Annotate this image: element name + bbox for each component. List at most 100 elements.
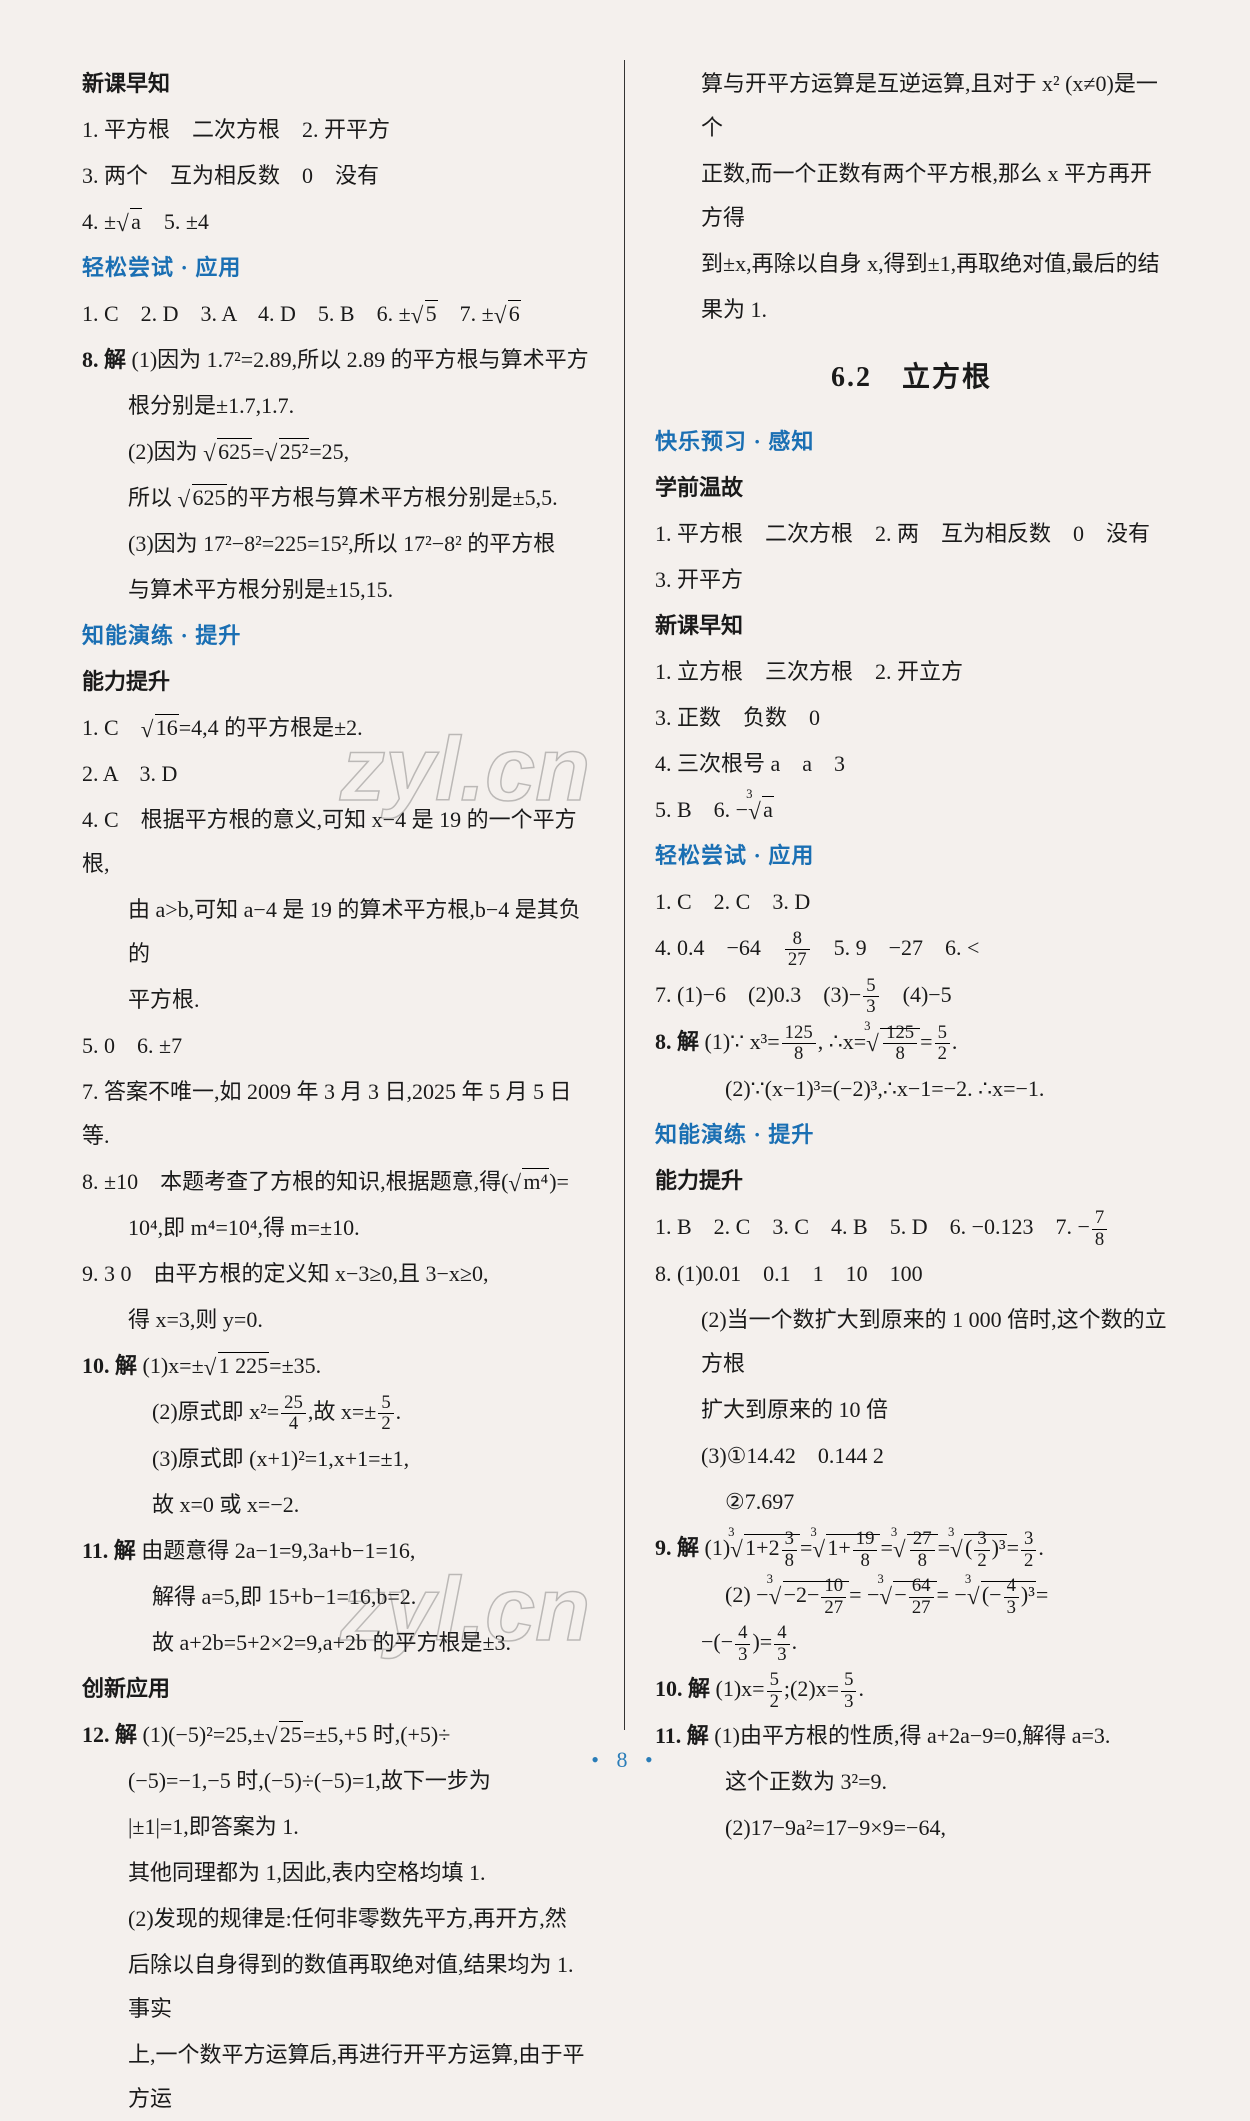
- numerator: 5: [935, 1023, 950, 1045]
- left-column: 新课早知 1. 平方根 二次方根 2. 开平方 3. 两个 互为相反数 0 没有…: [70, 60, 625, 1730]
- numerator: 5: [378, 1393, 393, 1415]
- answer-line: 4. C 根据平方根的意义,可知 x−4 是 19 的一个平方根,: [82, 798, 594, 886]
- sqrt: 1 225: [204, 1344, 270, 1388]
- answer-line: 4. 0.4 −64 827 5. 9 −27 6. <: [655, 926, 1168, 971]
- denominator: 2: [1021, 1551, 1036, 1572]
- answer-line: 1. 立方根 三次方根 2. 开立方: [655, 650, 1168, 694]
- answer-line: 5. 0 6. ±7: [82, 1024, 594, 1068]
- fraction: 43: [735, 1623, 750, 1665]
- text: 5. ±4: [142, 209, 209, 234]
- answer-line: ②7.697: [655, 1480, 1168, 1524]
- section-header: 知能演练 · 提升: [655, 1113, 1168, 1157]
- numerator: 4: [774, 1623, 789, 1645]
- heading: 创新应用: [82, 1667, 594, 1711]
- solution-line: (2) −−2−1027= −−6427= −(−43)³=: [655, 1573, 1168, 1618]
- solution-line: 后除以自身得到的数值再取绝对值,结果均为 1. 事实: [82, 1943, 594, 2031]
- sqrt: m⁴: [508, 1160, 549, 1204]
- cuberoot: a: [748, 788, 774, 832]
- cuberoot: −2−1027: [769, 1573, 850, 1618]
- solution-line: 12. 解 (1)(−5)²=25,±25=±5,+5 时,(+5)÷: [82, 1713, 594, 1757]
- answer-line: 1. 平方根 二次方根 2. 两 互为相反数 0 没有: [655, 512, 1168, 556]
- text: (1)x=±: [143, 1353, 204, 1378]
- text: (2)原式即 x²=: [152, 1399, 279, 1424]
- radicand: 625: [192, 484, 227, 510]
- denominator: 2: [767, 1692, 782, 1713]
- text: 4. 0.4 −64: [655, 935, 783, 960]
- answer-line: 4. ±a 5. ±4: [82, 200, 594, 244]
- continuation-line: 果为 1.: [655, 288, 1168, 332]
- denominator: 3: [841, 1692, 856, 1713]
- radicand: 625: [217, 438, 252, 464]
- fraction: 78: [1092, 1208, 1107, 1250]
- text: (1)(−5)²=25,±: [143, 1722, 265, 1747]
- text: 1. B 2. C 3. C 4. B 5. D 6. −0.123 7. −: [655, 1214, 1090, 1239]
- fraction: 53: [863, 976, 878, 1018]
- answer-line: 7. (1)−6 (2)0.3 (3)−53 (4)−5: [655, 973, 1168, 1018]
- fraction: 32: [1021, 1529, 1036, 1571]
- radicand: 1 225: [218, 1352, 270, 1378]
- text: .: [792, 1629, 798, 1654]
- heading: 学前温故: [655, 466, 1168, 510]
- heading: 新课早知: [655, 604, 1168, 648]
- solution-line: (2)原式即 x²=254,故 x=±52.: [82, 1390, 594, 1435]
- text: 8. ±10 本题考查了方根的知识,根据题意,得(: [82, 1169, 508, 1194]
- sqrt: a: [116, 200, 142, 244]
- text: .: [858, 1676, 864, 1701]
- text: 1. C: [82, 715, 141, 740]
- solution-line: |±1|=1,即答案为 1.: [82, 1805, 594, 1849]
- answer-line: 平方根.: [82, 978, 594, 1022]
- denominator: 4: [281, 1414, 306, 1435]
- answer-line: 1. 平方根 二次方根 2. 开平方: [82, 108, 594, 152]
- solution-line: 故 a+2b=5+2×2=9,a+2b 的平方根是±3.: [82, 1621, 594, 1665]
- fraction: 1258: [782, 1023, 816, 1065]
- text: 5. B 6. −: [655, 797, 748, 822]
- answer-line: 8. (1)0.01 0.1 1 10 100: [655, 1252, 1168, 1296]
- answer-line: 5. B 6. − a: [655, 788, 1168, 832]
- fraction: 52: [935, 1023, 950, 1065]
- heading: 能力提升: [82, 660, 594, 704]
- heading: 新课早知: [82, 62, 594, 106]
- solution-line: 其他同理都为 1,因此,表内空格均填 1.: [82, 1851, 594, 1895]
- radicand: 278: [907, 1534, 938, 1560]
- text: (1)x=: [716, 1676, 765, 1701]
- section-header: 知能演练 · 提升: [82, 614, 594, 658]
- text: =: [252, 439, 264, 464]
- radicand: 1+198: [826, 1534, 880, 1560]
- fraction: 43: [774, 1623, 789, 1665]
- cuberoot: (32)³: [950, 1526, 1007, 1571]
- numerator: 25: [281, 1393, 306, 1415]
- radicand: 16: [155, 714, 179, 740]
- text: 1. C 2. D 3. A 4. D 5. B 6. ±: [82, 301, 411, 326]
- answer-line: 1. C 16=4,4 的平方根是±2.: [82, 706, 594, 750]
- sqrt: 625: [178, 476, 227, 520]
- fraction: 827: [785, 929, 810, 971]
- text: =: [920, 1029, 932, 1054]
- denominator: 27: [785, 950, 810, 971]
- text: −(−: [701, 1629, 733, 1654]
- denominator: 8: [1092, 1230, 1107, 1251]
- answer-line: (2)当一个数扩大到原来的 1 000 倍时,这个数的立方根: [655, 1298, 1168, 1386]
- solution-line: (2)∵(x−1)³=(−2)³,∴x−1=−2. ∴x=−1.: [655, 1067, 1168, 1111]
- solution-line: 所以 625的平方根与算术平方根分别是±5,5.: [82, 476, 594, 520]
- solution-line: (−5)=−1,−5 时,(−5)÷(−5)=1,故下一步为: [82, 1759, 594, 1803]
- text: .: [952, 1029, 958, 1054]
- radicand: −2−1027: [783, 1581, 850, 1607]
- denominator: 8: [782, 1044, 816, 1065]
- numerator: 5: [863, 976, 878, 998]
- answer-line: 扩大到原来的 10 倍: [655, 1388, 1168, 1432]
- continuation-line: 算与开平方运算是互逆运算,且对于 x² (x≠0)是一个: [655, 62, 1168, 150]
- text: 4. ±: [82, 209, 116, 234]
- text: =25,: [309, 439, 349, 464]
- numerator: 5: [841, 1670, 856, 1692]
- sqrt: 6: [494, 292, 521, 336]
- text: (1)∵ x³=: [705, 1029, 780, 1054]
- radicand: a: [762, 796, 774, 822]
- cuberoot: 1258: [866, 1020, 920, 1065]
- answer-line: 10⁴,即 m⁴=10⁴,得 m=±10.: [82, 1206, 594, 1250]
- solution-line: 9. 解 (1)1+238=1+198=278=(32)³=32.: [655, 1526, 1168, 1571]
- answer-line: 4. 三次根号 a a 3: [655, 742, 1168, 786]
- text: (2)因为: [128, 439, 203, 464]
- radicand: 1+238: [744, 1534, 800, 1560]
- fraction: 53: [841, 1670, 856, 1712]
- answer-line: 1. C 2. C 3. D: [655, 880, 1168, 924]
